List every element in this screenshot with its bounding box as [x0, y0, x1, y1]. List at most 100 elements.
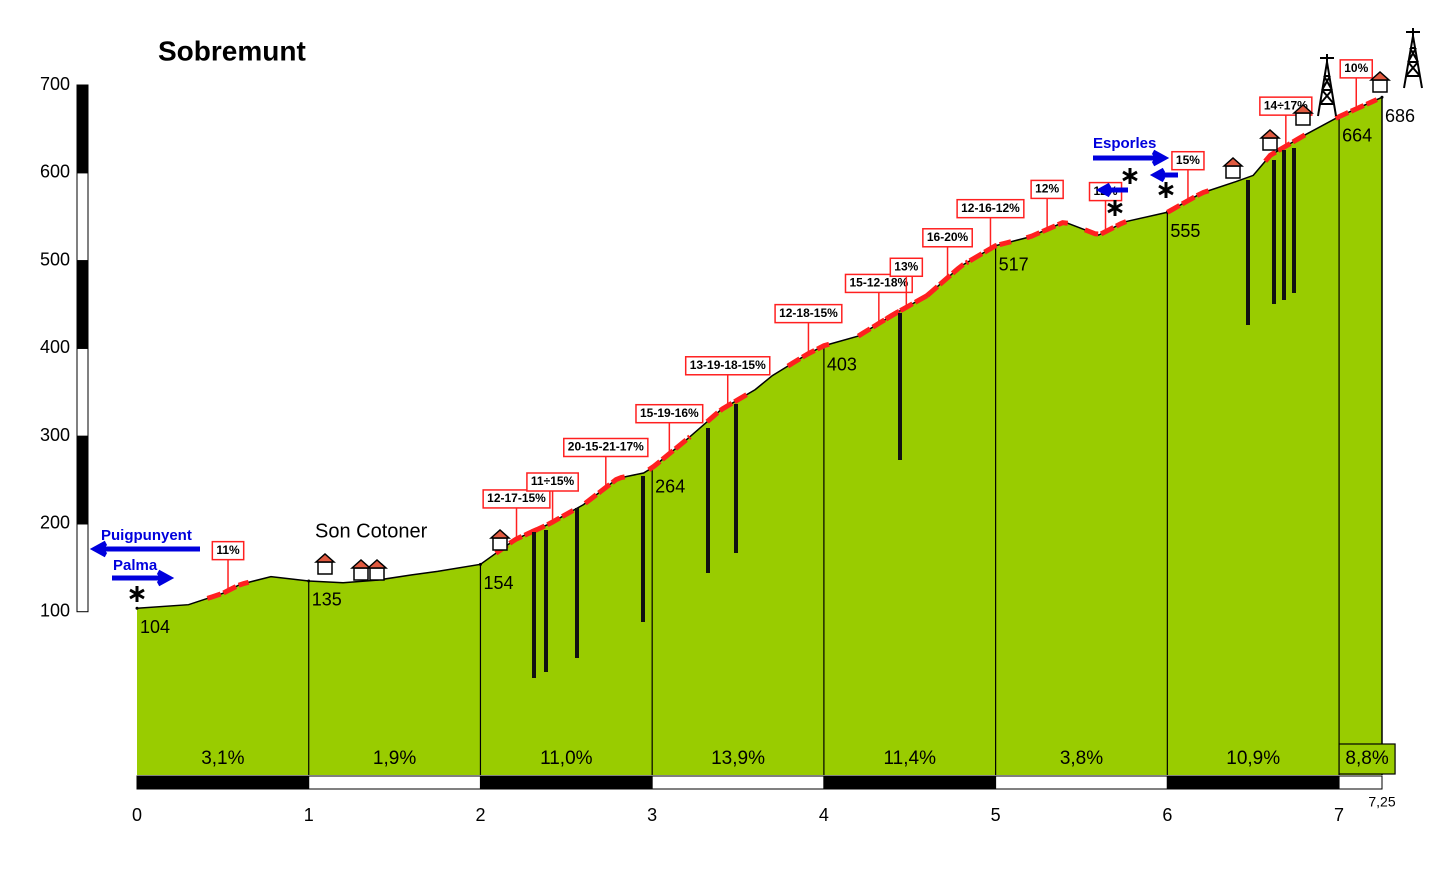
x-tick-label: 1 — [304, 805, 314, 825]
x-tick-label: 7 — [1334, 805, 1344, 825]
gradient-label: 1,9% — [373, 748, 416, 769]
y-axis-segment — [76, 347, 89, 437]
y-axis-segment — [76, 435, 89, 525]
steep-section — [1334, 97, 1378, 121]
grade-label: 15-19-16% — [640, 406, 699, 420]
y-axis-segment — [76, 523, 89, 613]
x-tick-label: 4 — [819, 805, 829, 825]
spot-height-label: 264 — [655, 476, 685, 496]
grade-label: 10% — [1344, 61, 1368, 75]
gradient-box — [1338, 743, 1396, 775]
x-tick-label: 2 — [475, 805, 485, 825]
grade-box — [1339, 59, 1374, 79]
steep-section — [925, 259, 970, 298]
grade-box — [922, 228, 973, 248]
grade-label: 13% — [894, 259, 918, 273]
x-axis-segment — [995, 775, 1168, 790]
track-markers — [532, 148, 1296, 678]
spot-height-label: 154 — [483, 573, 513, 593]
grade-label: 12% — [1035, 182, 1059, 196]
grade-label: 15-12-18% — [849, 276, 908, 290]
steep-section — [786, 341, 830, 369]
y-axis-segment — [76, 260, 89, 349]
houses — [314, 70, 1391, 581]
y-tick-label: 400 — [40, 337, 70, 357]
grade-label: 12-17-15% — [487, 491, 546, 505]
grade-label: 11% — [216, 543, 240, 557]
spot-height-point — [135, 606, 139, 610]
y-axis-segment — [76, 172, 89, 262]
gradient-label: 13,9% — [711, 748, 765, 769]
spot-height-label: 555 — [1170, 221, 1200, 241]
grade-label: 11÷15% — [531, 474, 575, 488]
grade-label: 12-16-12% — [961, 201, 1020, 215]
plot: 0 1 2 3 4 5 6 7 7,25 100 200 300 400 500 600 700 3,1% 1,9… — [40, 59, 1415, 825]
grade-box — [635, 403, 704, 424]
grade-box — [774, 303, 843, 324]
grade-box — [563, 437, 649, 458]
gradient-label: 3,8% — [1060, 748, 1103, 769]
place-label: Palma — [113, 557, 158, 574]
grade-label: 16-20% — [927, 230, 969, 244]
grade-box — [211, 540, 245, 561]
grade-box — [684, 356, 771, 376]
gradient-label: 8,8% — [1345, 748, 1388, 769]
grade-box — [956, 198, 1025, 219]
grade-box — [482, 489, 551, 509]
spot-height-label: 135 — [312, 590, 342, 610]
y-tick-label: 200 — [40, 513, 70, 533]
spot-height-label: 403 — [827, 354, 857, 374]
spot-height-point — [307, 579, 311, 583]
y-tick-label: 300 — [40, 425, 70, 445]
x-tick-label: 5 — [991, 805, 1001, 825]
steep-section — [206, 579, 250, 601]
spot-height-label: 104 — [140, 617, 170, 637]
spot-height-label: 517 — [999, 254, 1029, 274]
y-tick-label: 700 — [40, 74, 70, 94]
steep-section — [884, 293, 929, 322]
grade-box — [844, 273, 913, 294]
place-label: Esporles — [1093, 135, 1156, 152]
grade-label: 20-15-21-17% — [568, 440, 644, 454]
x-axis-segment — [136, 775, 310, 790]
spot-height-point — [478, 562, 482, 566]
x-axis-segment — [651, 775, 825, 790]
grade-box — [526, 472, 579, 492]
x-axis-segment — [1338, 775, 1383, 790]
decorations: Son Cotoner Puigpunyent Palma Esporles — [89, 28, 1423, 678]
gradient-label: 11,4% — [884, 748, 937, 769]
x-axis-segment — [823, 775, 997, 790]
spot-height-point — [1380, 95, 1384, 99]
y-tick-label: 600 — [40, 162, 70, 182]
asterisks — [129, 168, 1174, 602]
spot-height-label: 686 — [1385, 106, 1415, 126]
gradient-label: 10,9% — [1226, 748, 1280, 769]
x-tick-label: 0 — [132, 805, 142, 825]
gradient-label: 11,0% — [540, 748, 593, 769]
grade-label: 12-18-15% — [779, 306, 838, 320]
x-axis-segment — [1166, 775, 1340, 790]
profile-fill — [137, 97, 1382, 775]
x-tick-label: 6 — [1162, 805, 1172, 825]
x-axis-segment — [479, 775, 653, 790]
x-axis-segment — [308, 775, 481, 790]
grade-box — [1171, 150, 1205, 171]
place-label: Son Cotoner — [315, 520, 428, 542]
grade-label: 15% — [1176, 153, 1200, 167]
y-axis-segment — [76, 84, 89, 174]
spot-height-label: 664 — [1342, 125, 1372, 145]
x-tick-label: 3 — [647, 805, 657, 825]
chart-title: Sobremunt — [158, 35, 306, 66]
x-tick-label: 7,25 — [1368, 794, 1395, 810]
gradient-label: 3,1% — [201, 748, 244, 769]
grade-label: 14÷17% — [1264, 98, 1308, 112]
grade-label: 13-19-18-15% — [690, 358, 766, 372]
grade-box — [889, 257, 924, 278]
arrows — [89, 149, 1178, 587]
grade-box — [1030, 179, 1064, 200]
y-tick-label: 100 — [40, 600, 70, 620]
antennas — [1317, 28, 1423, 117]
y-tick-label: 500 — [40, 249, 70, 269]
place-label: Puigpunyent — [101, 527, 192, 544]
